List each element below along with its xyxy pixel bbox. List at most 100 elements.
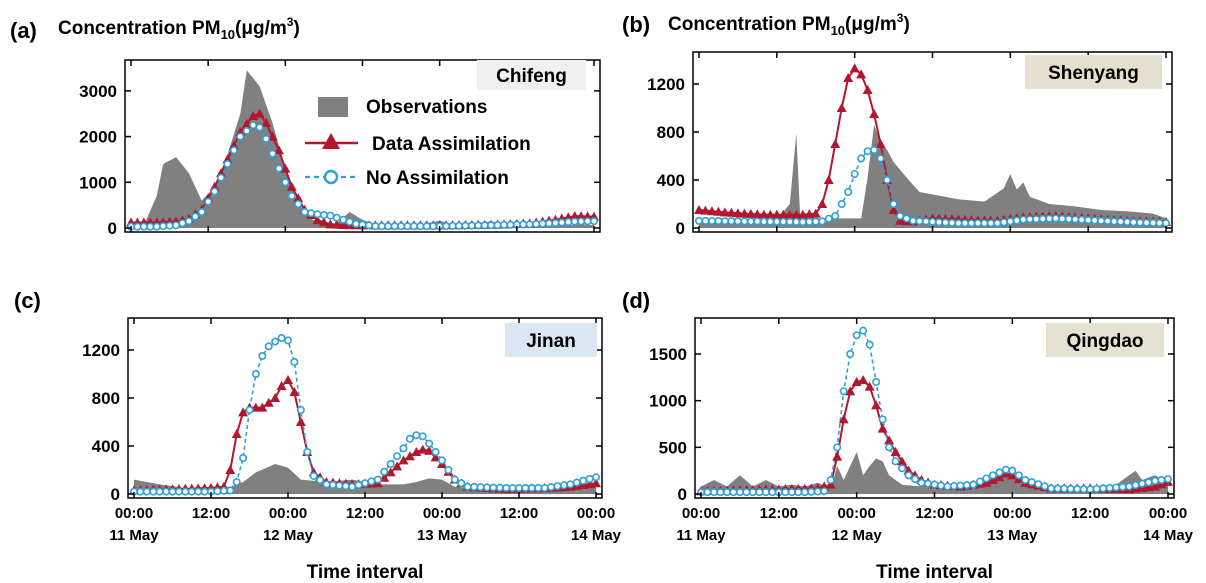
- no-assimilation-marker: [1071, 215, 1080, 224]
- x-tick-time: 00:00: [269, 505, 307, 522]
- observations-area: [131, 70, 594, 228]
- no-assimilation-marker: [242, 126, 251, 135]
- no-assimilation-marker: [1038, 214, 1047, 223]
- data-assimilation-marker: [261, 117, 272, 127]
- no-assimilation-line: [134, 337, 597, 493]
- data-assimilation-marker: [765, 209, 776, 219]
- no-assimilation-marker: [564, 218, 573, 227]
- no-assimilation-marker: [852, 331, 861, 340]
- no-assimilation-marker: [833, 443, 842, 452]
- data-assimilation-marker: [849, 63, 860, 73]
- no-assimilation-marker: [1045, 214, 1054, 223]
- no-assimilation-marker: [922, 217, 931, 226]
- no-assimilation-marker: [149, 487, 158, 496]
- legend-no-assimilation-label: No Assimilation: [366, 168, 509, 189]
- no-assimilation-marker: [239, 453, 248, 462]
- no-assimilation-marker: [800, 488, 809, 497]
- no-assimilation-marker: [583, 217, 592, 226]
- no-assimilation-marker: [532, 220, 541, 229]
- no-assimilation-marker: [844, 188, 853, 197]
- panel-qingdao: (d) 0 500 1000 1500 00:00 11 May 12:00 00:00 12 M…: [622, 288, 1194, 583]
- no-assimilation-marker: [949, 482, 958, 491]
- no-assimilation-marker: [1066, 484, 1075, 493]
- legend-no-assimilation-marker: [323, 169, 339, 185]
- no-assimilation-marker: [283, 336, 292, 345]
- no-assimilation-marker: [1079, 485, 1088, 494]
- no-assimilation-marker: [384, 222, 393, 231]
- data-assimilation-marker: [411, 447, 422, 456]
- no-assimilation-marker: [585, 474, 594, 483]
- no-assimilation-marker: [142, 487, 151, 496]
- no-assimilation-marker: [1092, 484, 1101, 493]
- data-assimilation-marker: [752, 209, 763, 219]
- data-assimilation-marker: [280, 163, 291, 173]
- no-assimilation-marker: [863, 147, 872, 156]
- no-assimilation-marker: [883, 176, 892, 185]
- no-assimilation-marker: [850, 170, 859, 179]
- no-assimilation-marker: [1053, 484, 1062, 493]
- no-assimilation-marker: [960, 219, 969, 228]
- no-assimilation-marker: [360, 479, 369, 488]
- data-assimilation-marker: [895, 215, 906, 225]
- no-assimilation-marker: [268, 149, 277, 158]
- no-assimilation-marker: [480, 221, 489, 230]
- no-assimilation-marker: [930, 480, 939, 489]
- no-assimilation-marker: [255, 123, 264, 132]
- no-assimilation-marker: [457, 479, 466, 488]
- x-tick-time: 12:00: [500, 505, 538, 522]
- no-assimilation-marker: [837, 200, 846, 209]
- no-assimilation-marker: [859, 326, 868, 335]
- data-assimilation-marker: [884, 435, 895, 445]
- no-assimilation-marker: [174, 487, 183, 496]
- x-tick-time: 12:00: [760, 505, 798, 522]
- no-assimilation-marker: [386, 459, 395, 468]
- no-assimilation-marker: [813, 487, 822, 496]
- panel-letter: (c): [14, 288, 41, 313]
- no-assimilation-marker: [779, 217, 788, 226]
- no-assimilation-marker: [341, 482, 350, 491]
- no-assimilation-marker: [807, 487, 816, 496]
- no-assimilation-marker: [1112, 483, 1121, 492]
- no-assimilation-marker: [405, 434, 414, 443]
- no-assimilation-marker: [521, 483, 530, 492]
- no-assimilation-marker: [1077, 215, 1086, 224]
- y-tick-label: 1200: [82, 341, 120, 360]
- y-tick-label: 0: [676, 219, 685, 238]
- data-assimilation-marker: [817, 199, 828, 208]
- no-assimilation-marker: [917, 478, 926, 487]
- data-assimilation-marker: [706, 206, 717, 216]
- data-assimilation-marker: [830, 139, 841, 148]
- no-assimilation-marker: [1090, 216, 1099, 225]
- no-assimilation-marker: [748, 488, 757, 497]
- data-assimilation-marker: [987, 475, 998, 484]
- no-assimilation-marker: [943, 482, 952, 491]
- data-assimilation-marker: [869, 109, 880, 118]
- no-assimilation-marker: [303, 447, 312, 456]
- legend-data-assimilation-marker: [322, 133, 340, 149]
- no-assimilation-marker: [759, 217, 768, 226]
- data-assimilation-marker: [871, 400, 882, 410]
- y-tick-label: 1500: [649, 345, 687, 364]
- no-assimilation-marker: [159, 222, 168, 231]
- no-assimilation-marker: [1073, 485, 1082, 494]
- legend-observations-label: Observations: [366, 97, 487, 118]
- data-assimilation-marker: [385, 467, 396, 477]
- no-assimilation-marker: [1118, 482, 1127, 491]
- no-assimilation-marker: [941, 218, 950, 227]
- data-assimilation-marker: [845, 386, 856, 396]
- no-assimilation-marker: [444, 465, 453, 474]
- no-assimilation-marker: [962, 481, 971, 490]
- no-assimilation-marker: [467, 221, 476, 230]
- observations-area: [699, 124, 1166, 228]
- city-label: Qingdao: [1066, 331, 1143, 352]
- no-assimilation-marker: [236, 132, 245, 141]
- no-assimilation-marker: [1144, 478, 1153, 487]
- no-assimilation-marker: [527, 483, 536, 492]
- no-assimilation-marker: [733, 217, 742, 226]
- no-assimilation-marker: [936, 481, 945, 490]
- no-assimilation-marker: [493, 221, 502, 230]
- data-assimilation-marker: [778, 209, 789, 219]
- no-assimilation-marker: [1116, 217, 1125, 226]
- no-assimilation-marker: [811, 217, 820, 226]
